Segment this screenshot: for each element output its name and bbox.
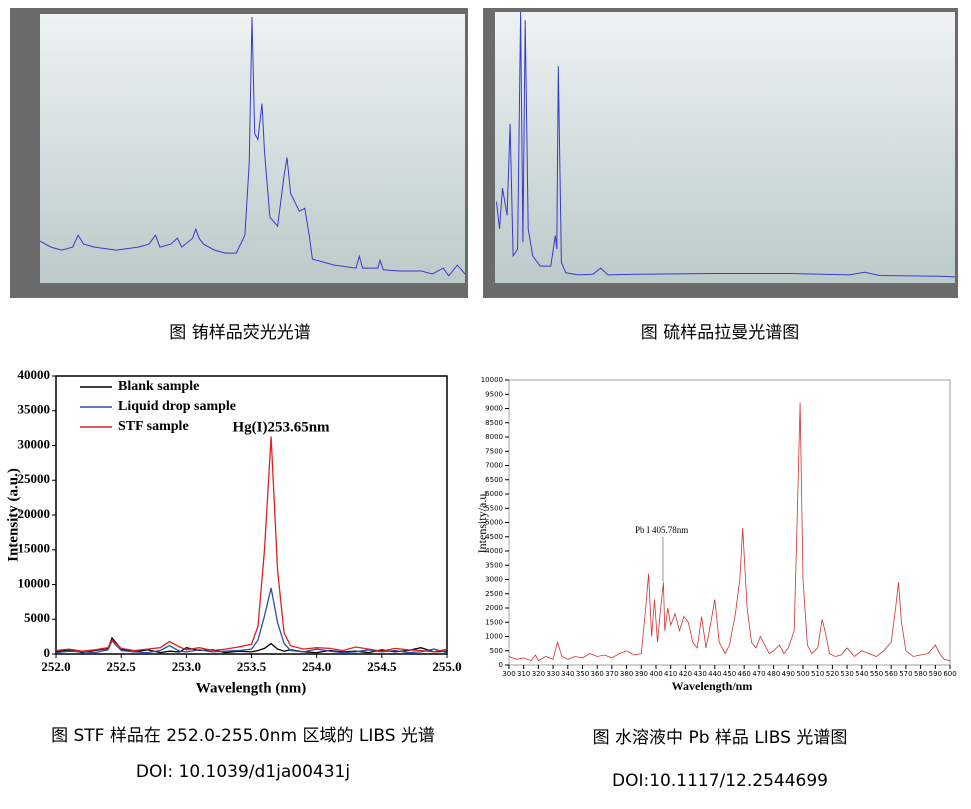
x-tick-label: 320	[532, 670, 545, 678]
y-axis-label: Intensity (a.u.)	[5, 468, 21, 562]
y-tick-label: 2000	[485, 604, 503, 612]
y-tick-label: 35000	[18, 402, 51, 417]
x-tick-label: 500	[796, 670, 809, 678]
x-tick-label: 550	[870, 670, 883, 678]
y-tick-label: 1500	[485, 618, 503, 626]
x-axis-label: Wavelength (nm)	[196, 680, 306, 696]
x-tick-label: 253.5	[237, 659, 267, 674]
spectrum-line	[55, 436, 448, 653]
x-tick-label: 570	[899, 670, 912, 678]
legend-label: Blank sample	[118, 379, 199, 394]
y-tick-label: 15000	[18, 541, 51, 556]
x-tick-label: 600	[943, 670, 956, 678]
x-axis-label: Wavelength/nm	[672, 679, 753, 693]
x-tick-label: 360	[591, 670, 604, 678]
y-tick-label: 3000	[485, 576, 503, 584]
x-tick-label: 300	[502, 670, 515, 678]
x-tick-label: 520	[826, 670, 839, 678]
x-tick-label: 340	[561, 670, 574, 678]
x-tick-label: 255.0	[432, 659, 461, 674]
y-tick-label: 20000	[18, 506, 51, 521]
y-tick-label: 4500	[485, 533, 503, 541]
x-tick-label: 350	[576, 670, 589, 678]
y-tick-label: 7000	[485, 462, 503, 470]
y-axis-label: Intensity/a.u.	[475, 491, 489, 554]
x-tick-label: 470	[752, 670, 765, 678]
y-tick-label: 40000	[18, 367, 51, 382]
plot-frame	[508, 379, 951, 666]
x-tick-label: 440	[708, 670, 721, 678]
y-tick-label: 7500	[485, 447, 503, 455]
doi: DOI: 10.1039/d1ja00431j	[136, 762, 350, 782]
y-tick-label: 6500	[485, 476, 503, 484]
y-tick-label: 1000	[485, 633, 503, 641]
spectrum-line	[508, 402, 951, 662]
y-tick-label: 9500	[485, 390, 503, 398]
x-tick-label: 510	[811, 670, 824, 678]
y-tick-label: 5500	[485, 504, 503, 512]
caption: 图 铕样品荧光光谱	[169, 323, 310, 343]
x-tick-label: 252.5	[107, 659, 137, 674]
x-tick-label: 430	[693, 670, 706, 678]
spectrum-line	[39, 16, 466, 277]
x-tick-label: 560	[885, 670, 898, 678]
x-tick-label: 580	[914, 670, 927, 678]
y-tick-label: 2500	[485, 590, 503, 598]
y-tick-label: 8500	[485, 419, 503, 427]
x-tick-label: 490	[782, 670, 795, 678]
x-tick-label: 370	[605, 670, 618, 678]
x-tick-label: 330	[546, 670, 559, 678]
y-tick-label: 10000	[18, 575, 51, 590]
x-tick-label: 400	[649, 670, 662, 678]
caption: 图 硫样品拉曼光谱图	[641, 323, 799, 343]
caption: 图 STF 样品在 252.0-255.0nm 区域的 LIBS 光谱	[51, 726, 435, 746]
legend-label: STF sample	[118, 419, 189, 434]
annotation: Pb I 405.78nm	[635, 525, 688, 535]
y-tick-label: 30000	[18, 436, 51, 451]
spectrum-line	[496, 11, 956, 278]
doi: DOI:10.1117/12.2544699	[612, 771, 828, 791]
plot-frame	[55, 375, 448, 655]
x-tick-label: 590	[929, 670, 942, 678]
x-tick-label: 530	[840, 670, 853, 678]
plot-area	[495, 12, 955, 283]
x-tick-label: 252.0	[41, 659, 70, 674]
y-tick-label: 5000	[485, 519, 503, 527]
x-tick-label: 390	[635, 670, 648, 678]
x-tick-label: 540	[855, 670, 868, 678]
y-tick-label: 4000	[485, 547, 503, 555]
y-tick-label: 0	[499, 661, 503, 669]
y-tick-label: 9000	[485, 405, 503, 413]
y-tick-label: 6000	[485, 490, 503, 498]
caption: 图 水溶液中 Pb 样品 LIBS 光谱图	[593, 728, 848, 748]
x-tick-label: 380	[620, 670, 633, 678]
spectrum-line	[55, 587, 448, 654]
y-tick-label: 500	[490, 647, 503, 655]
annotation: Hg(I)253.65nm	[232, 419, 330, 435]
legend-label: Liquid drop sample	[118, 399, 236, 414]
x-tick-label: 254.5	[367, 659, 397, 674]
x-tick-label: 254.0	[302, 659, 331, 674]
y-tick-label: 10000	[481, 376, 503, 384]
x-tick-label: 410	[664, 670, 677, 678]
y-tick-label: 0	[44, 645, 51, 660]
x-tick-label: 253.0	[172, 659, 201, 674]
y-tick-label: 25000	[18, 471, 51, 486]
y-tick-label: 5000	[24, 610, 50, 625]
x-tick-label: 310	[517, 670, 530, 678]
x-tick-label: 420	[679, 670, 692, 678]
y-tick-label: 3500	[485, 561, 503, 569]
x-tick-label: 460	[738, 670, 751, 678]
x-tick-label: 480	[767, 670, 780, 678]
x-tick-label: 450	[723, 670, 736, 678]
y-tick-label: 8000	[485, 433, 503, 441]
